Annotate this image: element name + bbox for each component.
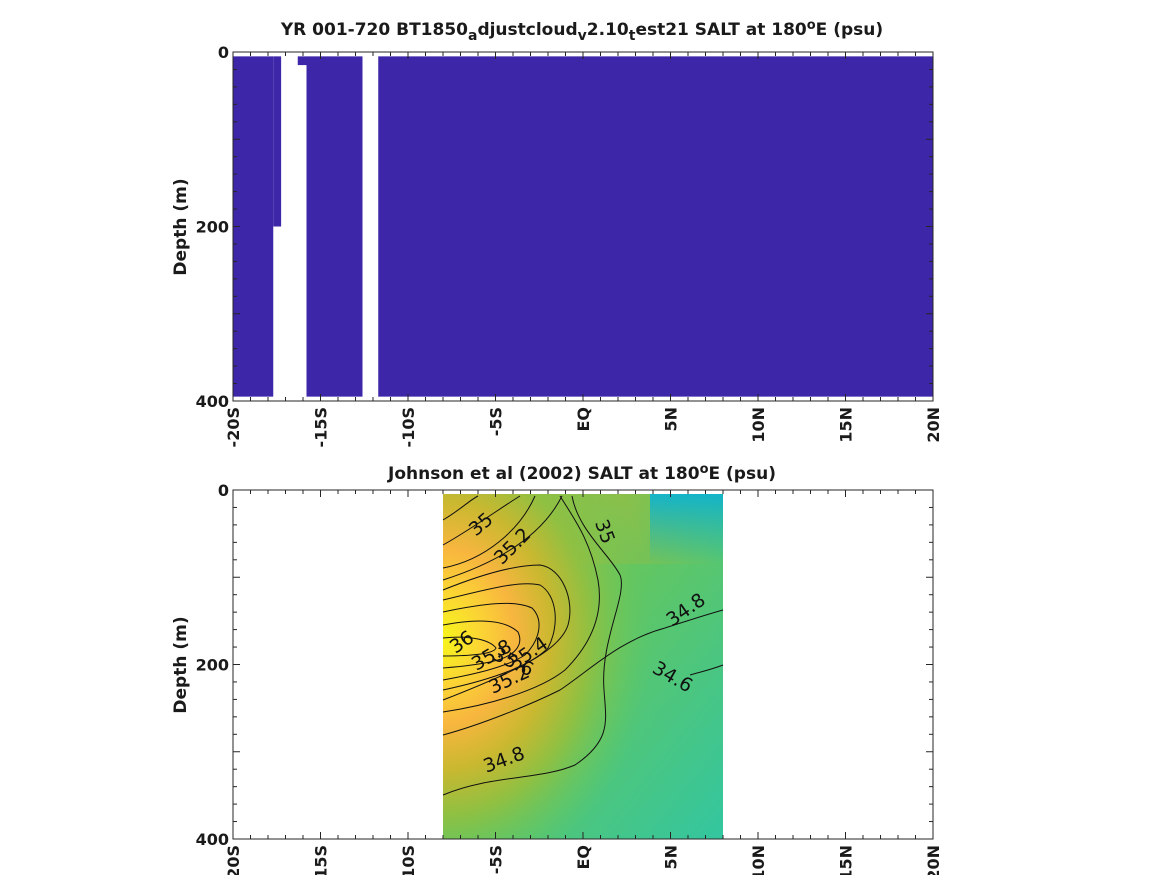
x-tick-label: 5N bbox=[662, 407, 681, 432]
y-axis-label: Depth (m) bbox=[171, 616, 191, 713]
y-tick-label: 200 bbox=[196, 218, 229, 237]
observed-salinity-panel: Johnson et al (2002) SALT at 180oE (psu)… bbox=[171, 462, 943, 875]
x-tick-label: 20N bbox=[924, 845, 943, 875]
contour-line bbox=[442, 495, 622, 796]
axis-ticks bbox=[232, 489, 934, 840]
x-tick-labels: -20S -15S -10S -5S EQ 5N 10N 15N 20N bbox=[224, 407, 943, 447]
observed-salinity-title: Johnson et al (2002) SALT at 180oE (psu) bbox=[387, 462, 776, 484]
title-segment: E (psu) bbox=[709, 464, 776, 484]
title-segment: 2.10 bbox=[587, 20, 629, 40]
y-tick-labels: 0 200 400 bbox=[196, 481, 229, 849]
contour-line bbox=[442, 495, 521, 546]
x-tick-labels: -20S -15S -10S -5S EQ 5N 10N 15N 20N bbox=[224, 845, 943, 875]
y-tick-label: 400 bbox=[196, 392, 229, 411]
x-tick-label: 10N bbox=[749, 407, 768, 443]
y-tick-label: 0 bbox=[218, 43, 229, 62]
x-tick-label: -15S bbox=[312, 845, 331, 875]
contour-lines bbox=[442, 495, 724, 796]
title-segment: YR 001-720 BT1850 bbox=[280, 20, 468, 40]
salinity-fill-block bbox=[378, 56, 933, 397]
x-tick-label: 15N bbox=[837, 845, 856, 875]
x-tick-label: -5S bbox=[487, 407, 506, 436]
fresh-surface-water bbox=[650, 494, 723, 564]
x-tick-label: -20S bbox=[224, 845, 243, 875]
y-axis-label: Depth (m) bbox=[171, 178, 191, 275]
salinity-fill-layer bbox=[233, 56, 933, 397]
y-tick-labels: 0 200 400 bbox=[196, 43, 229, 411]
salinity-fill-block bbox=[297, 56, 307, 66]
salinity-fill-block bbox=[306, 56, 363, 397]
title-segment: est21 SALT at 180 bbox=[635, 20, 806, 40]
x-tick-label: 15N bbox=[837, 407, 856, 443]
title-segment: t bbox=[629, 28, 636, 44]
x-tick-label: 5N bbox=[662, 845, 681, 870]
contour-line bbox=[442, 602, 540, 681]
contour-line bbox=[442, 583, 556, 691]
title-segment: E (psu) bbox=[816, 20, 883, 40]
x-tick-label: -10S bbox=[399, 845, 418, 875]
contour-line bbox=[689, 664, 724, 676]
x-tick-label: -20S bbox=[224, 407, 243, 447]
x-tick-label: 10N bbox=[749, 845, 768, 875]
contour-line bbox=[442, 620, 521, 669]
model-salinity-panel: YR 001-720 BT1850adjustcloudv2.10test21 … bbox=[171, 18, 943, 447]
x-tick-label: EQ bbox=[574, 845, 593, 870]
x-tick-label: -15S bbox=[312, 407, 331, 447]
x-tick-label: 20N bbox=[924, 407, 943, 443]
title-segment: o bbox=[807, 18, 816, 33]
title-segment: Johnson et al (2002) SALT at 180 bbox=[387, 464, 700, 484]
title-segment: djustcloud bbox=[477, 20, 577, 40]
x-tick-label: -10S bbox=[399, 407, 418, 447]
x-tick-label: -5S bbox=[487, 845, 506, 874]
contour-line bbox=[442, 636, 497, 657]
contour-line bbox=[442, 495, 600, 713]
salinity-fill-block bbox=[273, 56, 282, 227]
title-segment: v bbox=[578, 28, 587, 44]
y-tick-label: 200 bbox=[196, 656, 229, 675]
contour-line bbox=[442, 609, 724, 736]
model-salinity-title: YR 001-720 BT1850adjustcloudv2.10test21 … bbox=[280, 18, 883, 44]
title-segment: o bbox=[700, 462, 709, 477]
contour-line bbox=[442, 495, 536, 569]
y-tick-label: 400 bbox=[196, 830, 229, 849]
title-segment: a bbox=[468, 28, 477, 44]
contour-line bbox=[442, 495, 479, 521]
axis-ticks bbox=[232, 51, 934, 402]
y-tick-label: 0 bbox=[218, 481, 229, 500]
contour-line bbox=[442, 495, 563, 581]
x-tick-label: EQ bbox=[574, 407, 593, 432]
